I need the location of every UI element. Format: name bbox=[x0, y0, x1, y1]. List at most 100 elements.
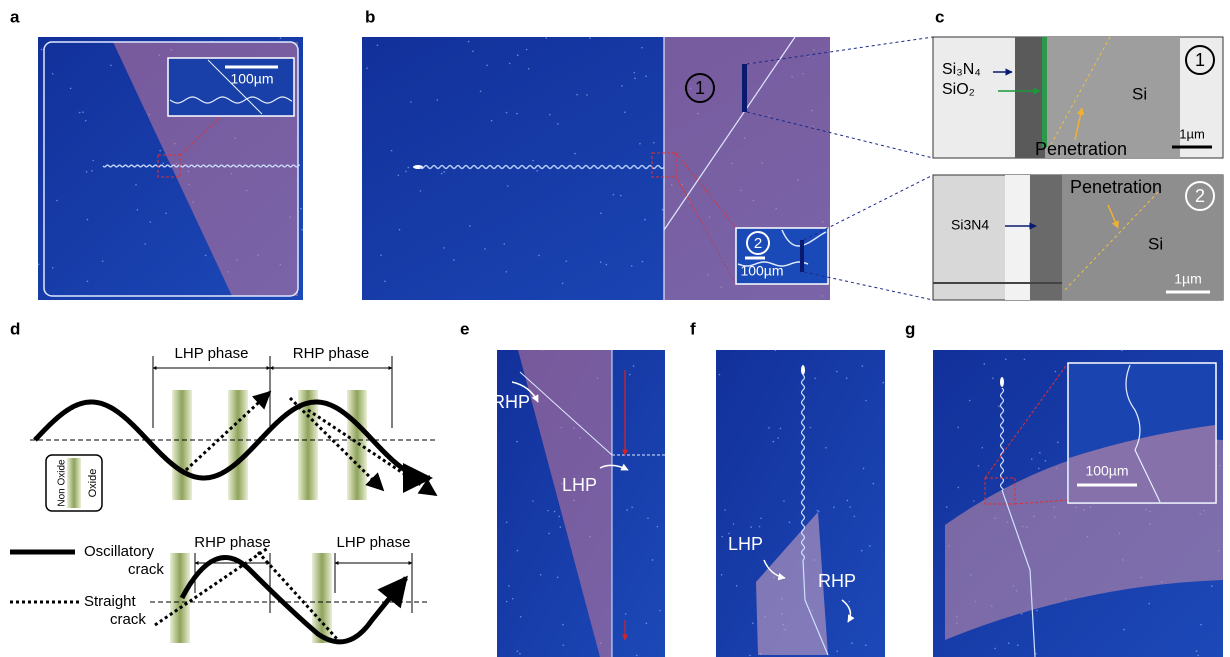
speck bbox=[817, 510, 819, 512]
legend-label: Non Oxide bbox=[57, 459, 68, 507]
panel-letter: a bbox=[10, 7, 20, 26]
speck bbox=[517, 550, 519, 552]
speck bbox=[645, 75, 647, 77]
speck bbox=[626, 509, 628, 511]
phase-label: LHP phase bbox=[175, 345, 249, 362]
speck bbox=[472, 50, 474, 52]
phase-label: RHP phase bbox=[293, 345, 369, 362]
speck bbox=[1200, 624, 1202, 626]
speck bbox=[865, 400, 867, 402]
speck bbox=[846, 377, 848, 379]
speck bbox=[507, 185, 509, 187]
speck bbox=[558, 516, 560, 518]
speck bbox=[958, 487, 960, 489]
speck bbox=[557, 123, 559, 125]
crack-origin bbox=[1000, 377, 1004, 387]
phase-label: RHP phase bbox=[194, 534, 270, 551]
speck bbox=[563, 644, 565, 646]
speck bbox=[863, 468, 865, 470]
speck bbox=[506, 271, 508, 273]
speck bbox=[520, 616, 522, 618]
site-marker: 1 bbox=[1195, 50, 1205, 70]
speck bbox=[399, 229, 401, 231]
speck bbox=[636, 655, 638, 657]
speck bbox=[443, 247, 445, 249]
speck bbox=[517, 650, 519, 652]
speck bbox=[380, 254, 382, 256]
oxide-band bbox=[172, 390, 192, 500]
speck bbox=[1017, 644, 1019, 646]
panel-letter: g bbox=[905, 319, 915, 338]
speck bbox=[420, 190, 422, 192]
speck bbox=[441, 173, 443, 175]
speck bbox=[516, 113, 518, 115]
speck bbox=[647, 517, 649, 519]
panel-letter: b bbox=[365, 7, 375, 26]
speck bbox=[280, 37, 282, 39]
speck bbox=[86, 171, 88, 173]
speck bbox=[1196, 650, 1198, 652]
speck bbox=[634, 72, 636, 74]
legend-label: Oscillatory bbox=[84, 543, 155, 560]
speck bbox=[398, 174, 400, 176]
speck bbox=[506, 601, 508, 603]
speck bbox=[750, 526, 752, 528]
speck bbox=[613, 194, 615, 196]
speck bbox=[1039, 452, 1041, 454]
scale-label: 100µm bbox=[1085, 463, 1128, 479]
speck bbox=[540, 574, 542, 576]
speck bbox=[562, 282, 564, 284]
straight-crack bbox=[308, 410, 436, 495]
oxide-band bbox=[347, 390, 367, 500]
speck bbox=[978, 465, 980, 467]
speck bbox=[662, 209, 664, 211]
speck bbox=[1036, 610, 1038, 612]
speck bbox=[752, 622, 754, 624]
speck bbox=[759, 526, 761, 528]
speck bbox=[549, 114, 551, 116]
speck bbox=[620, 195, 622, 197]
speck bbox=[646, 622, 648, 624]
speck bbox=[1123, 629, 1125, 631]
speck bbox=[777, 437, 779, 439]
speck bbox=[560, 526, 562, 528]
scale-label: 100µm bbox=[740, 263, 783, 279]
annotation: Penetration bbox=[1070, 177, 1162, 197]
speck bbox=[861, 550, 863, 552]
speck bbox=[780, 428, 782, 430]
speck bbox=[825, 447, 827, 449]
speck bbox=[102, 260, 104, 262]
oxide-band bbox=[67, 458, 81, 508]
speck bbox=[768, 427, 770, 429]
speck bbox=[1197, 655, 1199, 657]
speck bbox=[789, 521, 791, 523]
speck bbox=[631, 507, 633, 509]
speck bbox=[946, 506, 948, 508]
speck bbox=[82, 111, 84, 113]
speck bbox=[818, 511, 820, 513]
crack-origin bbox=[801, 365, 805, 375]
speck bbox=[366, 67, 368, 69]
speck bbox=[1057, 442, 1059, 444]
legend-label: crack bbox=[110, 611, 146, 628]
speck bbox=[574, 153, 576, 155]
speck bbox=[526, 49, 528, 51]
scale-label: 1µm bbox=[1174, 271, 1202, 287]
sem-layer bbox=[1042, 37, 1047, 147]
speck bbox=[1211, 585, 1213, 587]
phase-label: RHP bbox=[492, 392, 530, 412]
speck bbox=[38, 264, 40, 266]
speck bbox=[538, 255, 540, 257]
speck bbox=[642, 261, 644, 263]
speck bbox=[205, 255, 207, 257]
speck bbox=[833, 507, 835, 509]
speck bbox=[407, 167, 409, 169]
speck bbox=[469, 225, 471, 227]
speck bbox=[969, 400, 971, 402]
sem-layer bbox=[1030, 175, 1062, 300]
speck bbox=[52, 267, 54, 269]
speck bbox=[506, 521, 508, 523]
speck bbox=[486, 65, 488, 67]
speck bbox=[998, 405, 1000, 407]
speck bbox=[548, 533, 550, 535]
